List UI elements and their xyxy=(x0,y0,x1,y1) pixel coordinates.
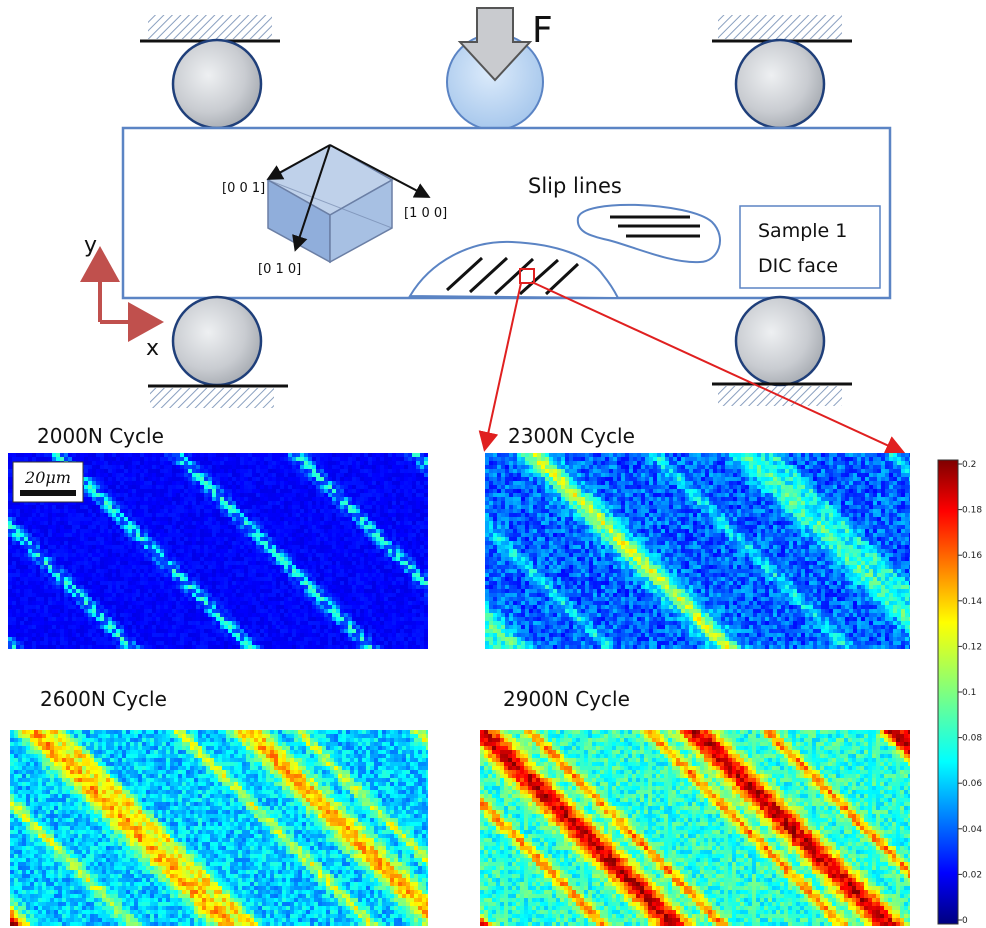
colorbar: 0.2 0.18 0.16 0.14 0.12 0.1 0.08 0.06 0.04 0.02 0 xyxy=(937,459,982,926)
dic-panel-2300N: 2300N Cycle xyxy=(485,424,910,649)
colorbar-tick-label: 0.1 xyxy=(962,688,976,698)
bottom-left-support xyxy=(148,295,288,408)
top-right-roller xyxy=(734,38,826,130)
bottom-right-roller xyxy=(734,295,826,387)
top-right-support xyxy=(712,15,852,130)
zoom-arrow-right xyxy=(533,282,906,455)
panel-title-2300N: 2300N Cycle xyxy=(508,424,635,448)
top-left-roller xyxy=(171,38,263,130)
zoom-arrow-left xyxy=(478,282,522,452)
strain-map-2900N xyxy=(480,730,910,926)
force-arrow-icon xyxy=(457,7,533,82)
colorbar-tick-label: 0.08 xyxy=(962,734,982,744)
sample-label-box xyxy=(739,205,881,289)
direction-010-label: [0 1 0] xyxy=(258,262,301,277)
colorbar-tick-label: 0 xyxy=(962,916,968,926)
colorbar-tick-label: 0.18 xyxy=(962,506,982,516)
panel-title-2000N: 2000N Cycle xyxy=(37,424,164,448)
strain-map-2300N xyxy=(485,453,910,649)
sample-label-line1: Sample 1 xyxy=(758,220,847,242)
direction-001-label: [0 0 1] xyxy=(222,181,265,196)
dic-strain-maps: 2000N Cycle 20μm 2300N Cycle 2600N Cycle… xyxy=(8,424,910,926)
lower-slip-region xyxy=(408,240,620,300)
panel-title-2900N: 2900N Cycle xyxy=(503,687,630,711)
top-left-support xyxy=(140,15,280,130)
direction-100-label: [1 0 0] xyxy=(404,206,447,221)
scale-bar: 20μm xyxy=(12,461,84,503)
strain-map-2600N xyxy=(10,730,428,926)
force-label: F xyxy=(532,10,553,51)
axis-x-label: x xyxy=(146,336,159,361)
strain-map-2000N xyxy=(8,453,428,649)
bottom-right-support xyxy=(712,295,852,406)
upper-slip-region xyxy=(576,203,721,264)
colorbar-tick-label: 0.14 xyxy=(962,597,982,607)
slip-lines-label: Slip lines xyxy=(528,174,622,198)
dic-panel-2900N: 2900N Cycle xyxy=(480,687,910,926)
colorbar-gradient xyxy=(937,459,959,925)
colorbar-tick-label: 0.02 xyxy=(962,870,982,880)
scale-bar-label: 20μm xyxy=(24,468,71,487)
colorbar-tick-label: 0.16 xyxy=(962,551,982,561)
colorbar-ticks: 0.2 0.18 0.16 0.14 0.12 0.1 0.08 0.06 0.04 0.02 0 xyxy=(958,460,982,926)
panel-title-2600N: 2600N Cycle xyxy=(40,687,167,711)
colorbar-tick-label: 0.06 xyxy=(962,779,982,789)
axis-y-label: y xyxy=(84,233,97,258)
colorbar-tick-label: 0.12 xyxy=(962,642,982,652)
colorbar-tick-label: 0.04 xyxy=(962,825,982,835)
dic-panel-2600N: 2600N Cycle xyxy=(10,687,428,926)
four-point-bending-diagram: F [0 0 1] [1 0 0] [0 1 0] Slip lines xyxy=(80,7,906,455)
loading-roller: F xyxy=(446,7,553,131)
crystal-cube-icon xyxy=(266,144,431,264)
colorbar-tick-label: 0.2 xyxy=(962,460,976,470)
dic-panel-2000N: 2000N Cycle 20μm xyxy=(8,424,428,649)
dic-region-marker xyxy=(519,268,535,284)
coordinate-axes xyxy=(80,246,164,342)
sample-label-line2: DIC face xyxy=(758,255,838,277)
bottom-left-roller xyxy=(171,295,263,387)
